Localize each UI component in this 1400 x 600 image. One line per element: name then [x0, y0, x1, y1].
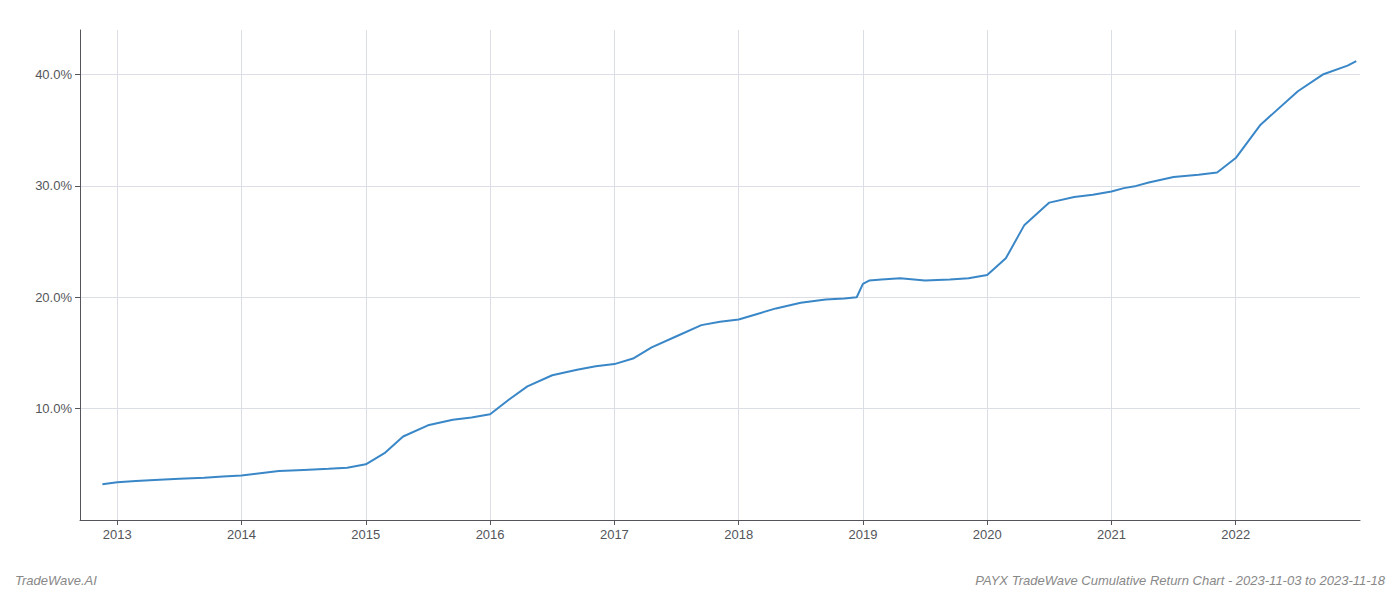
svg-text:PAYX TradeWave Cumulative Retu: PAYX TradeWave Cumulative Return Chart -…: [975, 573, 1385, 588]
svg-text:20.0%: 20.0%: [35, 290, 72, 305]
svg-text:2014: 2014: [227, 527, 256, 542]
svg-text:2016: 2016: [476, 527, 505, 542]
svg-text:10.0%: 10.0%: [35, 401, 72, 416]
svg-text:2018: 2018: [724, 527, 753, 542]
svg-text:40.0%: 40.0%: [35, 67, 72, 82]
svg-text:2015: 2015: [351, 527, 380, 542]
svg-text:TradeWave.AI: TradeWave.AI: [15, 573, 97, 588]
svg-text:2017: 2017: [600, 527, 629, 542]
svg-text:2020: 2020: [973, 527, 1002, 542]
svg-text:2013: 2013: [103, 527, 132, 542]
svg-text:2019: 2019: [848, 527, 877, 542]
svg-text:2021: 2021: [1097, 527, 1126, 542]
svg-text:2022: 2022: [1221, 527, 1250, 542]
svg-text:30.0%: 30.0%: [35, 178, 72, 193]
